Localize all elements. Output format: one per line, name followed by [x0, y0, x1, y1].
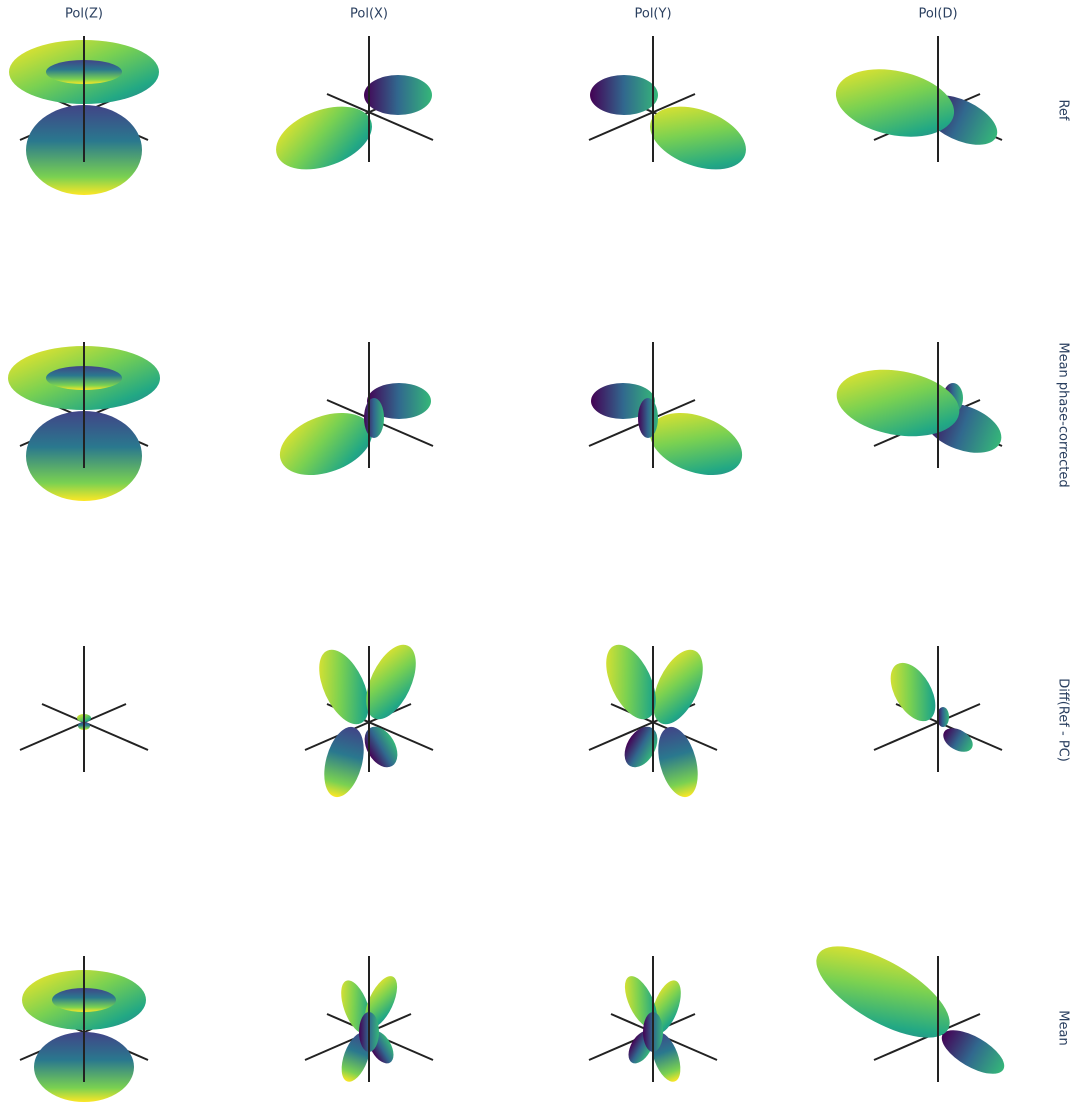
lobe — [835, 69, 955, 137]
axis — [41, 703, 149, 751]
lobe — [590, 75, 658, 115]
lobe — [937, 707, 949, 727]
panel — [835, 36, 1003, 162]
lobe — [658, 726, 698, 798]
row-title: Mean — [1056, 1010, 1071, 1045]
lobe — [653, 649, 703, 725]
lobe — [276, 106, 372, 170]
lobe — [364, 726, 398, 768]
panel — [304, 956, 434, 1082]
axis — [588, 93, 696, 141]
panel — [9, 36, 159, 195]
lobe — [638, 398, 658, 438]
lobe — [836, 369, 960, 437]
panel — [8, 342, 160, 501]
panel — [588, 644, 718, 798]
lobe — [890, 662, 936, 722]
lobe — [324, 726, 364, 798]
axis — [873, 703, 981, 751]
panel — [19, 646, 149, 772]
row-title: Mean phase-corrected — [1056, 342, 1071, 487]
panel — [276, 36, 434, 170]
lobe — [364, 398, 384, 438]
panel — [588, 36, 746, 170]
panel — [279, 342, 434, 476]
lobe — [624, 726, 658, 768]
lobe — [943, 728, 973, 752]
column-title: Pol(X) — [350, 7, 388, 22]
lobe — [650, 106, 746, 170]
column-title: Pol(Y) — [634, 7, 671, 22]
lobe — [279, 412, 373, 476]
panel — [588, 342, 743, 476]
lobe — [366, 644, 416, 720]
column-title: Pol(Z) — [65, 7, 103, 22]
axis — [326, 93, 434, 141]
row-title: Diff(Ref - PC) — [1056, 678, 1071, 762]
panel — [873, 646, 1003, 772]
column-title: Pol(D) — [918, 7, 957, 22]
lobe — [364, 75, 432, 115]
lobe — [941, 1030, 1005, 1074]
panels: Pol(Z) Pol(X) Pol(Y) Pol(D) Ref Mean phase-co… — [8, 7, 1071, 1102]
panel — [816, 946, 1005, 1082]
panel — [304, 644, 434, 798]
panel — [836, 342, 1003, 468]
panel — [19, 956, 149, 1102]
panel — [588, 956, 718, 1082]
axis — [19, 703, 127, 751]
lobe — [319, 649, 369, 725]
lobe — [816, 946, 950, 1038]
row-title: Ref — [1056, 99, 1071, 120]
lobe — [649, 412, 743, 476]
lobe — [606, 644, 656, 720]
